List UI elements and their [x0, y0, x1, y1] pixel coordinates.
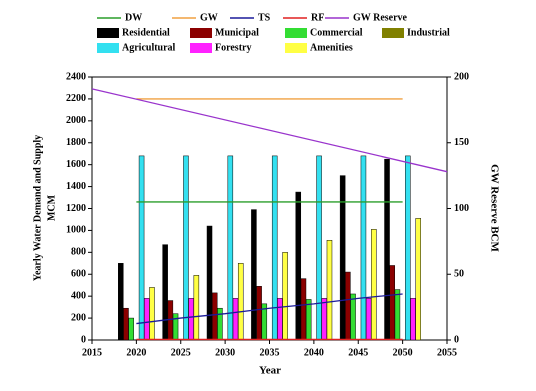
y2-tick-label: 150: [454, 137, 469, 148]
bar: [339, 175, 346, 341]
bar: [300, 278, 307, 341]
legend-label: Commercial: [310, 27, 363, 38]
legend-swatch: [190, 28, 212, 38]
y-tick-label: 2400: [66, 71, 86, 82]
y-tick-label: 800: [71, 247, 86, 258]
y-tick-label: 1400: [66, 181, 86, 192]
bar: [365, 298, 372, 341]
legend-label: TS: [258, 12, 271, 23]
x-tick-label: 2025: [171, 347, 191, 358]
bar: [271, 155, 278, 341]
x-tick-label: 2055: [437, 347, 457, 358]
x-tick-label: 2040: [304, 347, 324, 358]
y-axis-label: Yearly Water Demand and Supply: [32, 135, 43, 281]
bar: [167, 300, 174, 341]
bar: [211, 292, 218, 341]
y-tick-label: 200: [71, 312, 86, 323]
legend-label: RF: [311, 12, 324, 23]
bar: [118, 263, 124, 341]
y2-axis-label: GW Reserve BCM: [488, 164, 500, 252]
legend-label: DW: [125, 12, 142, 23]
bar: [183, 155, 189, 341]
legend-swatch: [97, 28, 119, 38]
bar: [123, 307, 129, 341]
y-tick-label: 1800: [66, 137, 86, 148]
bar: [295, 191, 302, 341]
x-tick-label: 2050: [393, 347, 413, 358]
legend-label: Municipal: [215, 27, 259, 38]
bar: [172, 313, 179, 341]
legend-label: Residential: [122, 27, 170, 38]
bar: [350, 293, 356, 341]
legend-label: GW Reserve: [353, 12, 408, 23]
bar: [251, 209, 257, 341]
line: [91, 88, 448, 173]
x-tick-label: 2020: [126, 347, 146, 358]
x-tick-label: 2015: [82, 347, 102, 358]
y2-tick-label: 200: [454, 71, 469, 82]
legend-swatch: [285, 28, 307, 38]
line: [136, 293, 403, 325]
y-tick-label: 1000: [66, 225, 86, 236]
bar: [371, 229, 377, 341]
y2-tick-label: 100: [454, 203, 469, 214]
legend-swatch: [190, 43, 212, 53]
legend-swatch: [382, 28, 404, 38]
bar: [321, 298, 328, 341]
bar: [162, 244, 168, 341]
bar: [277, 298, 283, 341]
bar: [282, 252, 288, 341]
bar: [232, 298, 239, 341]
legend-label: Agricultural: [122, 42, 176, 53]
bar: [144, 298, 150, 341]
bar: [305, 299, 312, 341]
x-tick-label: 2045: [348, 347, 368, 358]
y-tick-label: 400: [71, 290, 86, 301]
bar: [360, 155, 367, 341]
bar: [128, 317, 134, 341]
bar: [326, 240, 333, 341]
y-axis-label: MCM: [46, 194, 57, 221]
bar: [138, 155, 145, 341]
bar: [384, 158, 390, 341]
x-axis-label: Year: [259, 365, 281, 377]
legend-label: GW: [200, 12, 218, 23]
bar: [394, 289, 401, 341]
legend-label: Forestry: [215, 42, 251, 53]
y-tick-label: 1200: [66, 203, 86, 214]
bar: [149, 287, 155, 341]
legend-swatch: [285, 43, 307, 53]
legend-label: Industrial: [407, 27, 450, 38]
legend-label: Amenities: [310, 42, 353, 53]
y-tick-label: 0: [81, 334, 86, 345]
bar: [237, 263, 244, 341]
bar: [405, 155, 411, 341]
bar: [415, 218, 421, 341]
bar: [188, 298, 194, 341]
bar: [316, 155, 322, 341]
bar: [256, 286, 262, 341]
y2-tick-label: 50: [454, 269, 464, 280]
bar: [410, 298, 416, 341]
x-tick-label: 2030: [215, 347, 235, 358]
legend-swatch: [97, 43, 119, 53]
x-tick-label: 2035: [260, 347, 280, 358]
y-tick-label: 600: [71, 269, 86, 280]
y-tick-label: 2200: [66, 93, 86, 104]
y-tick-label: 2000: [66, 115, 86, 126]
y2-tick-label: 0: [454, 334, 459, 345]
y-tick-label: 1600: [66, 159, 86, 170]
bar: [345, 271, 351, 341]
bar: [389, 265, 395, 341]
bar: [206, 225, 213, 341]
bar: [217, 307, 223, 341]
bar: [193, 275, 200, 341]
